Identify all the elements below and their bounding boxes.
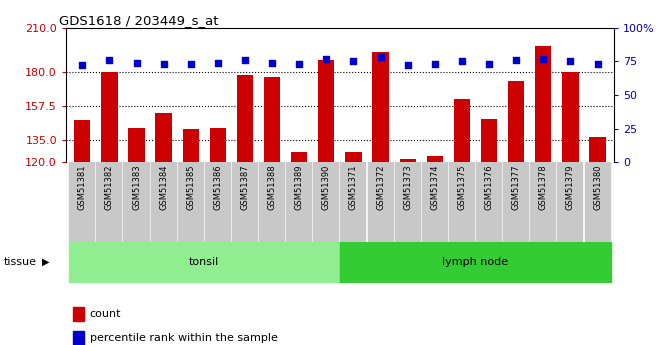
- Text: GSM51379: GSM51379: [566, 165, 575, 210]
- Bar: [422, 162, 448, 241]
- Bar: [156, 113, 172, 162]
- Bar: [341, 162, 366, 241]
- Text: GSM51377: GSM51377: [512, 165, 521, 210]
- Point: [511, 57, 521, 63]
- Point: [104, 57, 115, 63]
- Bar: [150, 162, 177, 241]
- Text: GDS1618 / 203449_s_at: GDS1618 / 203449_s_at: [59, 14, 219, 27]
- Text: GSM51382: GSM51382: [105, 165, 114, 210]
- Bar: [395, 162, 420, 241]
- Point: [403, 62, 413, 68]
- Bar: [69, 241, 340, 283]
- Bar: [69, 162, 95, 241]
- Bar: [318, 60, 335, 162]
- Bar: [74, 120, 90, 162]
- Bar: [345, 152, 362, 162]
- Bar: [476, 162, 502, 241]
- Bar: [210, 128, 226, 162]
- Bar: [183, 129, 199, 162]
- Bar: [535, 46, 551, 162]
- Bar: [232, 162, 258, 241]
- Text: GSM51383: GSM51383: [132, 165, 141, 210]
- Text: count: count: [90, 309, 121, 319]
- Bar: [368, 162, 393, 241]
- Text: GSM51389: GSM51389: [295, 165, 304, 210]
- Point: [213, 60, 223, 65]
- Bar: [340, 241, 611, 283]
- Bar: [291, 152, 308, 162]
- Text: tissue: tissue: [3, 257, 36, 267]
- Text: lymph node: lymph node: [442, 257, 509, 267]
- Bar: [286, 162, 312, 241]
- Point: [240, 57, 250, 63]
- Bar: [264, 77, 280, 162]
- Text: GSM51371: GSM51371: [349, 165, 358, 210]
- Point: [294, 61, 304, 67]
- Point: [131, 60, 142, 65]
- Point: [348, 58, 359, 64]
- Bar: [530, 162, 556, 241]
- Bar: [508, 81, 524, 162]
- Bar: [205, 162, 231, 241]
- Point: [267, 60, 277, 65]
- Bar: [101, 72, 117, 162]
- Point: [538, 56, 548, 61]
- Text: GSM51372: GSM51372: [376, 165, 385, 210]
- Bar: [372, 51, 389, 162]
- Point: [592, 61, 603, 67]
- Bar: [454, 99, 470, 162]
- Bar: [503, 162, 529, 241]
- Point: [185, 61, 196, 67]
- Point: [321, 56, 331, 61]
- Point: [484, 61, 494, 67]
- Point: [77, 62, 88, 68]
- Point: [376, 55, 386, 60]
- Bar: [589, 137, 606, 162]
- Bar: [399, 159, 416, 162]
- Bar: [129, 128, 145, 162]
- Bar: [314, 162, 339, 241]
- Text: GSM51385: GSM51385: [186, 165, 195, 210]
- Text: GSM51384: GSM51384: [159, 165, 168, 210]
- Bar: [237, 76, 253, 162]
- Text: GSM51373: GSM51373: [403, 165, 412, 210]
- Bar: [449, 162, 475, 241]
- Text: GSM51386: GSM51386: [213, 165, 222, 210]
- Text: GSM51374: GSM51374: [430, 165, 440, 210]
- Text: ▶: ▶: [42, 257, 49, 267]
- Point: [565, 58, 576, 64]
- Text: GSM51381: GSM51381: [78, 165, 86, 210]
- Text: tonsil: tonsil: [189, 257, 219, 267]
- Text: GSM51375: GSM51375: [457, 165, 467, 210]
- Bar: [558, 162, 583, 241]
- Bar: [562, 72, 579, 162]
- Bar: [259, 162, 285, 241]
- Text: GSM51378: GSM51378: [539, 165, 548, 210]
- Text: GSM51388: GSM51388: [267, 165, 277, 210]
- Bar: [481, 119, 497, 162]
- Point: [158, 61, 169, 67]
- Text: GSM51390: GSM51390: [322, 165, 331, 210]
- Point: [430, 61, 440, 67]
- Bar: [123, 162, 150, 241]
- Text: GSM51376: GSM51376: [484, 165, 494, 210]
- Text: GSM51387: GSM51387: [240, 165, 249, 210]
- Bar: [178, 162, 204, 241]
- Bar: [96, 162, 122, 241]
- Bar: [426, 156, 443, 162]
- Text: GSM51380: GSM51380: [593, 165, 602, 210]
- Bar: [585, 162, 610, 241]
- Point: [457, 58, 467, 64]
- Text: percentile rank within the sample: percentile rank within the sample: [90, 333, 278, 343]
